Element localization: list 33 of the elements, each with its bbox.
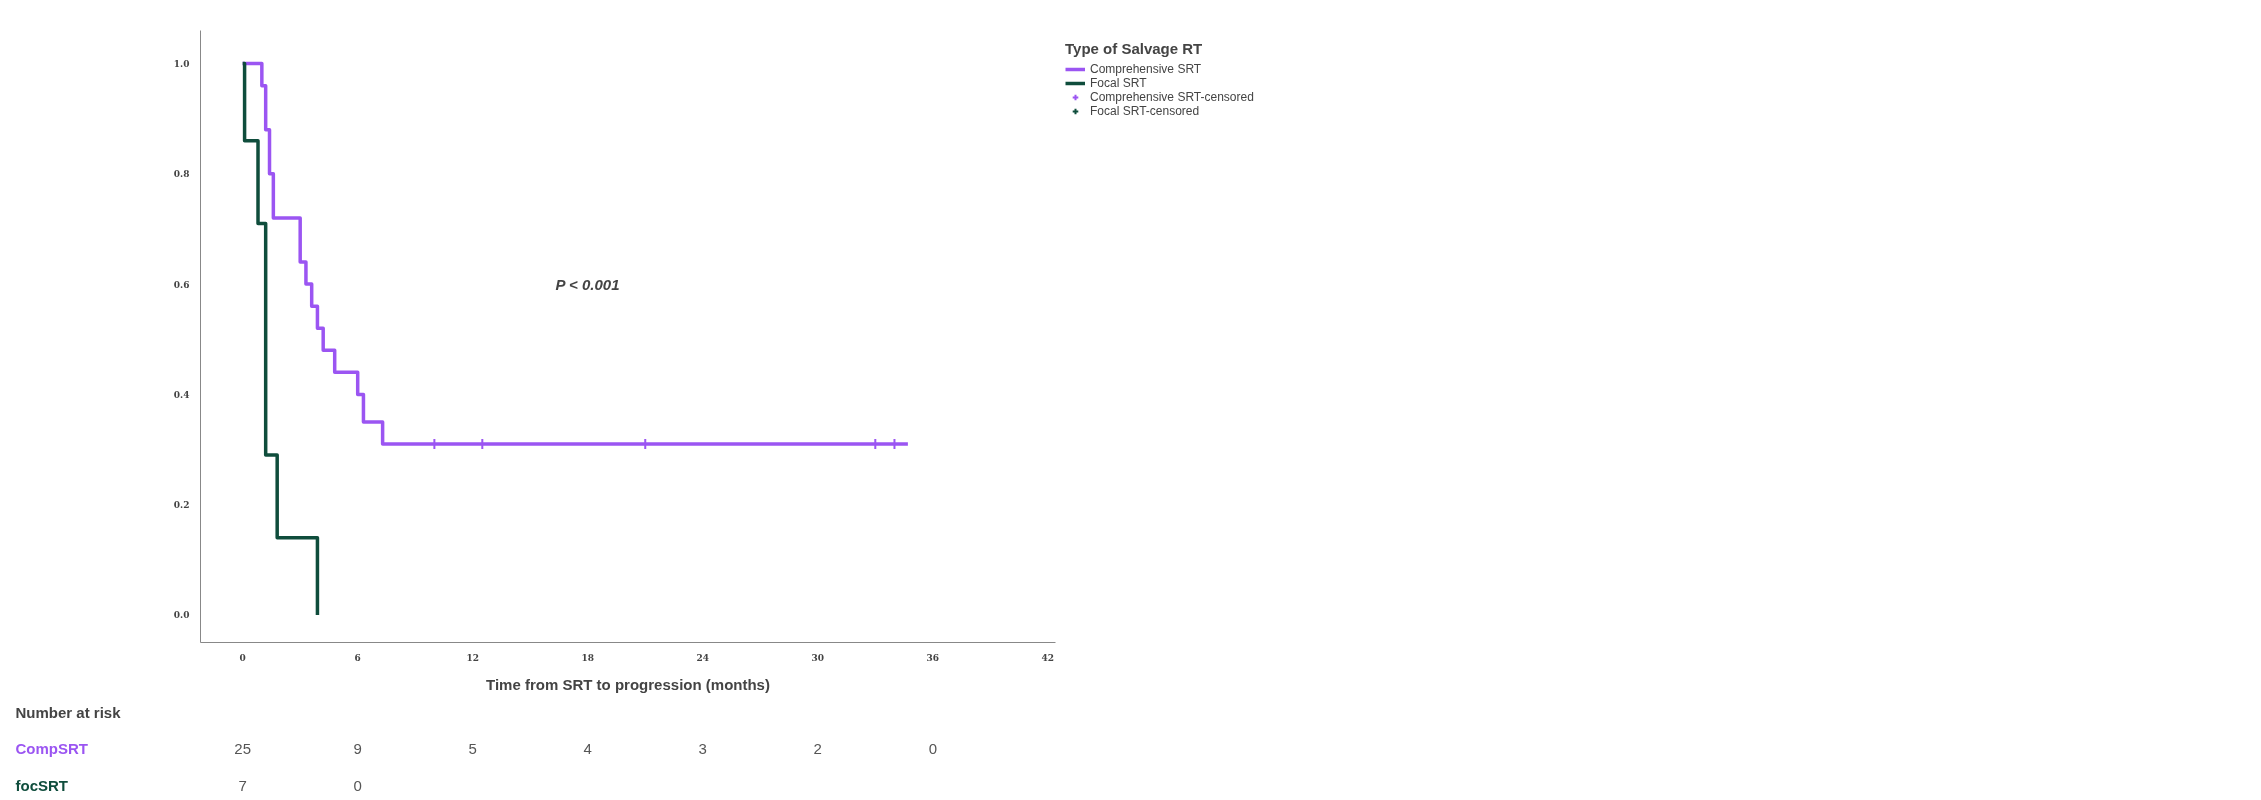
text: 7 — [238, 776, 247, 794]
legend-label: Focal SRT — [1090, 76, 1147, 90]
annotation: P < 0.001 — [555, 275, 620, 293]
text: CompSRT — [15, 740, 88, 757]
text: 25 — [234, 739, 252, 757]
text: 0 — [353, 776, 362, 794]
legend-label: Focal SRT-censored — [1090, 104, 1200, 118]
x-tick-label: 30 — [811, 652, 825, 663]
y-tick-label: 0.8 — [173, 169, 190, 180]
y-tick-label: 0.6 — [173, 279, 190, 290]
text: Number at risk — [15, 704, 122, 721]
x-tick-label: 36 — [926, 652, 940, 663]
y-tick-label: 1.0 — [173, 59, 190, 70]
x-tick-label: 24 — [696, 652, 710, 663]
text: 5 — [468, 739, 477, 757]
legend-title: Type of Salvage RT — [1065, 40, 1204, 57]
text: 0 — [928, 739, 937, 757]
x-axis-title: Time from SRT to progression (months) — [486, 675, 770, 693]
x-tick-label: 18 — [581, 652, 595, 663]
x-tick-label: 12 — [466, 652, 479, 663]
y-tick-label: 0.2 — [173, 500, 190, 511]
x-tick-label: 6 — [354, 652, 361, 663]
text: 9 — [353, 739, 362, 757]
x-tick-label: 0 — [239, 652, 246, 663]
text: 4 — [583, 739, 592, 757]
text: 3 — [698, 739, 707, 757]
legend-label: Comprehensive SRT — [1090, 62, 1202, 76]
y-tick-label: 0.0 — [173, 610, 190, 621]
text: focSRT — [15, 777, 68, 794]
text: 2 — [813, 739, 822, 757]
y-tick-label: 0.4 — [173, 389, 190, 400]
legend-label: Comprehensive SRT-censored — [1090, 90, 1254, 104]
x-tick-label: 42 — [1041, 652, 1055, 663]
